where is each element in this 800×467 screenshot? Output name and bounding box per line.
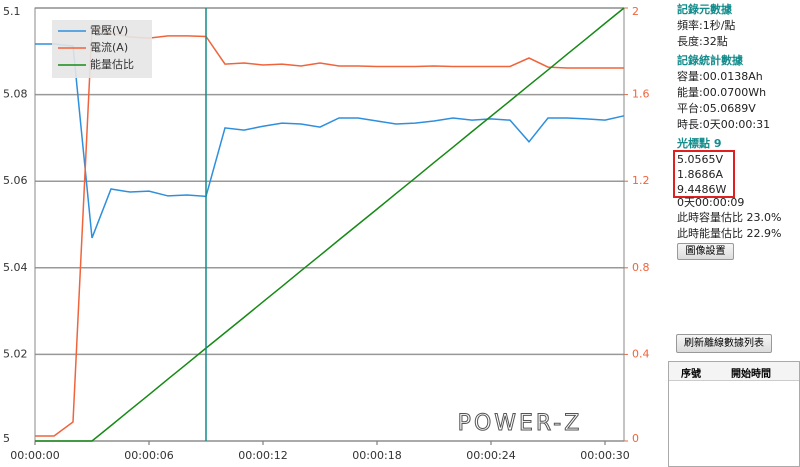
cursor-title: 光標點 9 <box>677 137 722 150</box>
freq: 頻率:1秒/點 <box>677 19 736 32</box>
y2-tick-label: 1.2 <box>632 174 650 187</box>
x-tick-label: 00:00:18 <box>352 449 401 462</box>
energy: 能量:00.0700Wh <box>677 86 767 99</box>
y2-tick-label: 1.6 <box>632 88 650 101</box>
series-line <box>35 26 624 437</box>
y2-tick-label: 2 <box>632 5 639 18</box>
stats-title: 記錄統計數據 <box>677 54 743 67</box>
legend-label: 電流(A) <box>90 40 128 54</box>
cursor-box <box>673 150 735 198</box>
table-header: 序號 開始時間 <box>669 362 799 381</box>
length: 長度:32點 <box>677 35 728 48</box>
series-line <box>35 7 625 442</box>
series-line <box>35 43 625 239</box>
x-tick-label: 00:00:30 <box>580 449 629 462</box>
record-table: 序號 開始時間 <box>668 361 800 467</box>
meta-title: 記錄元數據 <box>677 3 732 16</box>
legend-label: 能量估比 <box>90 57 134 71</box>
y-tick-label: 5.02 <box>3 347 28 360</box>
table-header-cell: 開始時間 <box>731 369 771 380</box>
y-tick-label: 5 <box>3 432 10 445</box>
image-settings-button[interactable]: 圖像設置 <box>677 243 734 260</box>
refresh-button[interactable]: 刷新離線數據列表 <box>676 334 772 353</box>
legend-label: 電壓(V) <box>90 24 128 37</box>
chart: 5 5.02 5.04 5.06 5.08 5.1 0 0.4 0.8 1.2 1.6 2 00:00:… <box>3 5 650 462</box>
cursor-voltage: 5.0565V <box>677 153 724 166</box>
capacity: 容量:00.0138Ah <box>677 70 763 83</box>
y2-tick-label: 0.8 <box>632 261 650 274</box>
table-header-cell: 序號 <box>681 369 701 380</box>
y-tick-label: 5.06 <box>3 174 28 187</box>
watermark: POWER-Z <box>458 411 583 436</box>
cursor-power: 9.4486W <box>677 183 727 196</box>
energy-ratio: 此時能量估比 22.9% <box>677 227 782 240</box>
cursor-time: 0天00:00:09 <box>677 196 745 209</box>
legend-box <box>52 20 152 78</box>
x-tick-label: 00:00:24 <box>466 449 515 462</box>
cap-ratio: 此時容量估比 23.0% <box>677 211 782 224</box>
y2-tick-label: 0 <box>632 432 639 445</box>
plateau: 平台:05.0689V <box>677 102 756 115</box>
duration: 時長:0天00:00:31 <box>677 118 771 131</box>
y-tick-label: 5.1 <box>3 5 21 18</box>
x-tick-label: 00:00:06 <box>124 449 173 462</box>
y-tick-label: 5.04 <box>3 261 28 274</box>
x-tick-label: 00:00:12 <box>238 449 287 462</box>
cursor-current: 1.8686A <box>677 168 724 181</box>
y2-tick-label: 0.4 <box>632 347 650 360</box>
plot-frame <box>34 7 625 442</box>
y-tick-label: 5.08 <box>3 88 28 101</box>
x-tick-label: 00:00:00 <box>10 449 59 462</box>
